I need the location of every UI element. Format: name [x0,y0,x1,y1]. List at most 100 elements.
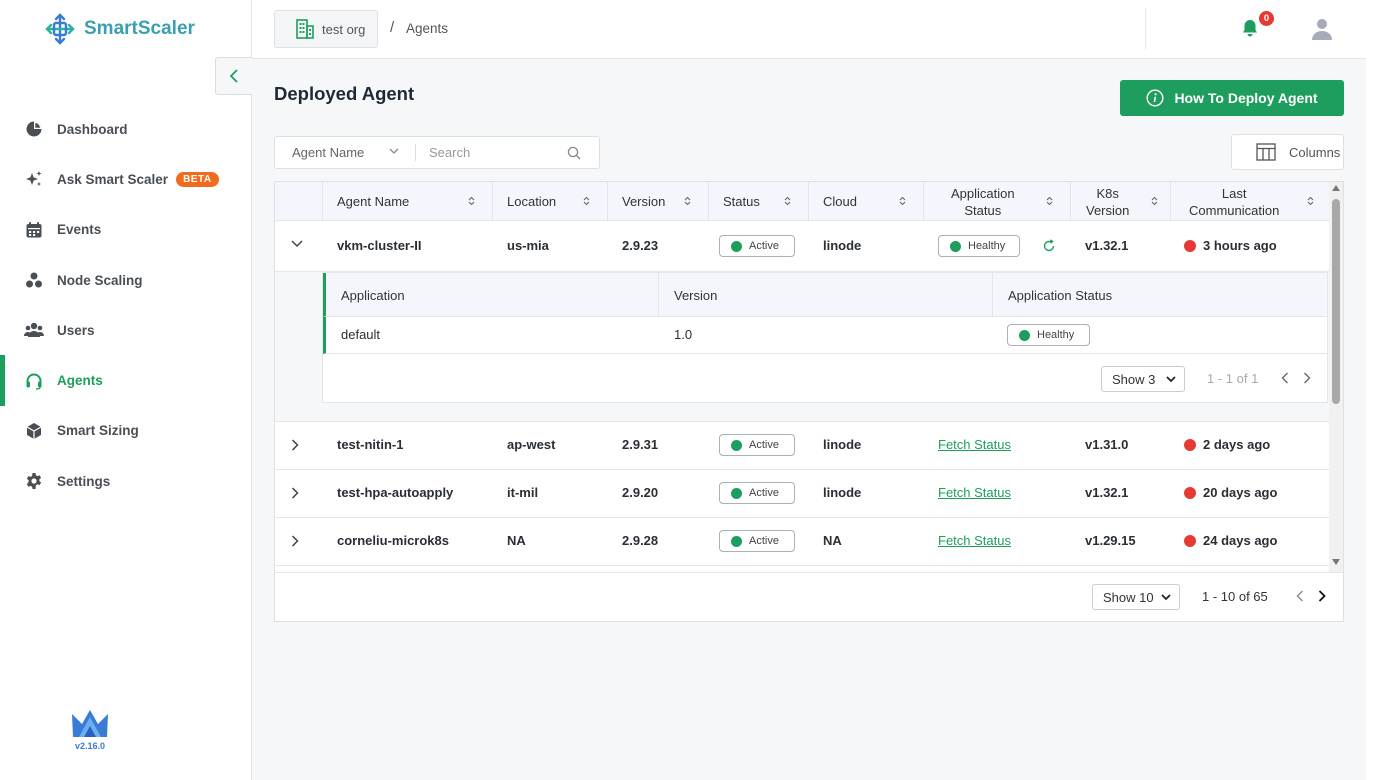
th-status[interactable]: Status [709,182,809,221]
filter-field-select[interactable]: Agent Name [275,137,415,168]
refresh-icon[interactable] [1042,239,1056,253]
th-label: Location [507,194,557,209]
sort-icon [1151,196,1158,206]
th-location[interactable]: Location [493,182,608,221]
next-page-icon[interactable] [1318,590,1326,602]
last-communication: 20 days ago [1184,485,1277,500]
status-dot [731,240,742,252]
users-icon [24,320,44,340]
sidebar-item-node-scaling[interactable]: Node Scaling [0,255,251,305]
nested-page-size-value: Show 3 [1112,371,1156,387]
nested-prev-page-icon[interactable] [1281,372,1289,384]
how-to-deploy-button[interactable]: How To Deploy Agent [1120,80,1344,116]
th-agent-name[interactable]: Agent Name [323,182,493,221]
last-communication: 2 days ago [1184,437,1270,452]
offline-dot [1184,239,1196,252]
top-bar: test org / Agents 0 [252,0,1366,59]
agent-name: test-nitin-1 [337,437,404,452]
offline-dot [1184,438,1196,451]
divider [1145,8,1146,50]
nested-app-version: 1.0 [674,327,693,342]
agent-version: 2.9.31 [622,437,659,452]
bell-icon[interactable] [1240,18,1260,38]
sidebar-item-settings[interactable]: Settings [0,456,251,506]
last-communication-text: 24 days ago [1203,533,1278,548]
sidebar-item-smart-sizing[interactable]: Smart Sizing [0,406,251,456]
pagination-range: 1 - 10 of 65 [1202,589,1268,604]
user-avatar-icon[interactable] [1310,17,1334,41]
chevron-down-icon [1166,376,1176,383]
brand-logo[interactable]: SmartScaler [44,12,195,46]
status-dot [1019,329,1030,341]
prev-page-icon[interactable] [1296,590,1304,602]
nested-page-size-select[interactable]: Show 3 [1101,366,1185,392]
nested-th-application: Application [326,273,659,317]
status-badge: Active [719,482,795,504]
sidebar-item-agents[interactable]: Agents [0,355,251,407]
sidebar-item-ask-smart-scaler[interactable]: Ask Smart Scaler BETA [0,154,251,204]
th-label-line: Communication [1189,202,1280,218]
fetch-status-link[interactable]: Fetch Status [938,485,1011,500]
status-dot [950,240,961,252]
deploy-button-label: How To Deploy Agent [1174,90,1318,106]
collapse-sidebar-button[interactable] [215,57,252,95]
th-expand [275,182,323,221]
status-dot [731,439,742,451]
sidebar-item-label: Settings [57,473,111,489]
beta-badge: BETA [176,171,219,187]
th-label: Status [723,194,760,209]
chevron-right-icon[interactable] [291,439,299,451]
nested-th-application-status: Application Status [1008,287,1113,303]
table-row[interactable]: vkm-cluster-II us-mia 2.9.23 Active lino… [275,221,1329,272]
app-status-badge: Healthy [938,235,1020,257]
fetch-status-link[interactable]: Fetch Status [938,437,1011,452]
last-communication-text: 20 days ago [1203,485,1278,500]
status-badge: Active [719,530,795,552]
last-communication-text: 2 days ago [1203,437,1271,452]
scroll-down-arrow-icon[interactable] [1332,559,1340,565]
agents-table: Agent Name Location Version Status Cloud… [274,181,1344,622]
th-cloud[interactable]: Cloud [809,182,924,221]
sidebar-item-users[interactable]: Users [0,305,251,355]
sidebar-item-events[interactable]: Events [0,205,251,255]
calendar-icon [24,220,44,240]
table-scrollbar[interactable] [1329,182,1343,573]
fetch-status-link[interactable]: Fetch Status [938,533,1011,548]
agent-name: test-hpa-autoapply [337,485,454,500]
org-selector-button[interactable]: test org [274,10,378,48]
nested-app-status-badge: Healthy [1007,324,1090,346]
chevron-right-icon[interactable] [291,535,299,547]
scroll-up-arrow-icon[interactable] [1332,185,1340,191]
chevron-right-icon[interactable] [291,487,299,499]
th-label: Agent Name [337,194,410,209]
columns-button[interactable]: Columns [1231,134,1344,170]
status-text: Healthy [968,240,1006,252]
nested-pagination-range: 1 - 1 of 1 [1207,371,1259,386]
th-version[interactable]: Version [608,182,709,221]
agent-cloud: NA [823,533,842,548]
search-icon[interactable] [567,146,581,160]
page-size-value: Show 10 [1103,589,1154,605]
table-row[interactable]: test-hpa-autoapply it-mil 2.9.20 Active … [275,470,1329,518]
filter-divider [415,144,416,161]
sort-icon [468,196,475,206]
nested-table-row: default 1.0 Healthy [323,317,1327,354]
th-k8s-version[interactable]: K8s Version [1071,182,1171,221]
scrollbar-thumb[interactable] [1332,199,1340,404]
table-row[interactable]: test-nitin-1 ap-west 2.9.31 Active linod… [275,422,1329,470]
status-badge: Active [719,235,795,257]
search-input[interactable] [421,137,561,168]
th-last-communication[interactable]: Last Communication [1171,182,1329,221]
th-application-status[interactable]: Application Status [924,182,1071,221]
sort-icon [1046,196,1053,206]
sidebar-item-dashboard[interactable]: Dashboard [0,104,251,154]
brand-name: SmartScaler [84,18,195,39]
nested-next-page-icon[interactable] [1303,372,1311,384]
agent-k8s-version: v1.32.1 [1085,485,1129,500]
table-row[interactable]: corneliu-microk8s NA 2.9.28 Active NA Fe… [275,518,1329,566]
main-content: Deployed Agent How To Deploy Agent Agent… [252,59,1366,780]
th-label-line: Status [964,202,1002,218]
page-size-select[interactable]: Show 10 [1092,584,1180,610]
sidebar-item-label: Node Scaling [57,272,143,288]
chevron-down-icon[interactable] [291,240,303,248]
